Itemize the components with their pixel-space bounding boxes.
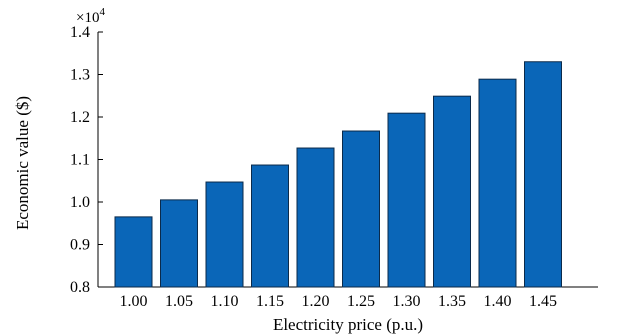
bar-1.45 bbox=[524, 61, 562, 288]
y-tick-label: 1.1 bbox=[70, 152, 90, 169]
x-tick-label: 1.35 bbox=[438, 293, 466, 310]
bar-1.30 bbox=[387, 112, 426, 288]
x-tick-label: 1.30 bbox=[393, 293, 421, 310]
y-tick-label: 0.8 bbox=[70, 279, 90, 296]
y-tick-label: 0.9 bbox=[70, 237, 90, 254]
x-tick-label: 1.10 bbox=[211, 293, 239, 310]
x-tick-label: 1.00 bbox=[120, 293, 148, 310]
x-tick-label: 1.20 bbox=[302, 293, 330, 310]
y-tick-label: 1.2 bbox=[70, 109, 90, 126]
y-tick-label: 1.4 bbox=[70, 24, 90, 41]
y-axis: 0.8 0.9 1.0 1.1 1.2 1.3 1.4 bbox=[70, 24, 103, 296]
x-tick-label: 1.45 bbox=[529, 293, 557, 310]
bar-1.00 bbox=[114, 216, 153, 288]
y-axis-label: Economic value ($) bbox=[13, 96, 32, 230]
x-tick-label: 1.40 bbox=[484, 293, 512, 310]
bar-1.20 bbox=[296, 147, 335, 288]
bar-1.40 bbox=[478, 78, 517, 288]
x-tick-label: 1.25 bbox=[347, 293, 375, 310]
bar-1.10 bbox=[205, 181, 244, 288]
y-tick-label: 1.3 bbox=[70, 67, 90, 84]
bar-1.35 bbox=[433, 95, 471, 288]
x-axis-label: Electricity price (p.u.) bbox=[273, 315, 423, 334]
y-tick-label: 1.0 bbox=[70, 194, 90, 211]
bar-1.05 bbox=[160, 199, 198, 288]
bar-1.15 bbox=[251, 164, 289, 288]
y-axis-exponent: ×104 bbox=[76, 6, 105, 26]
x-tick-label: 1.15 bbox=[256, 293, 284, 310]
bars bbox=[114, 61, 562, 288]
bar-1.25 bbox=[342, 130, 380, 288]
x-tick-label: 1.05 bbox=[165, 293, 193, 310]
x-axis: 1.00 1.05 1.10 1.15 1.20 1.25 1.30 1.35 1.40 1.45 bbox=[98, 282, 598, 310]
